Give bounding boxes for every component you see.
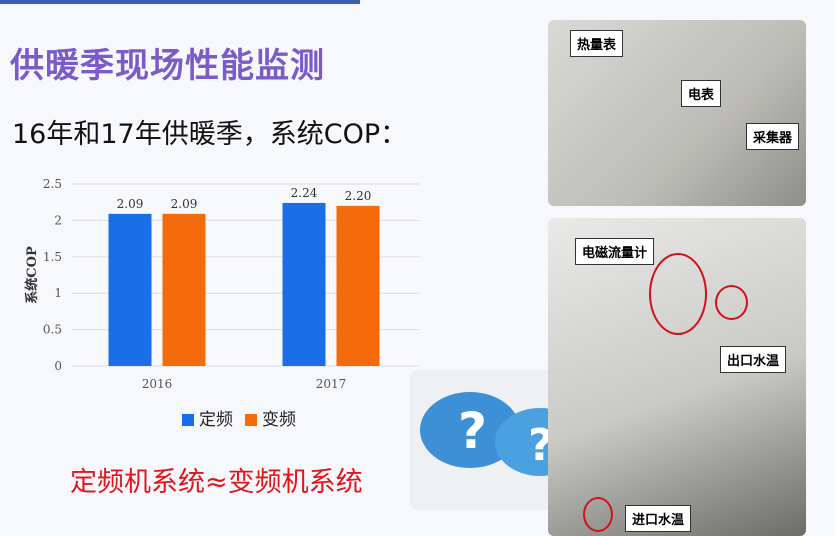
label-outlet-temp: 出口水温	[720, 346, 787, 373]
photo-pipes: 电磁流量计 出口水温 进口水温	[548, 218, 806, 536]
y-tick-label: 1.5	[43, 250, 62, 264]
label-inlet-temp: 进口水温	[625, 505, 692, 532]
outlet-circle	[715, 285, 748, 320]
x-tick-label: 2017	[316, 377, 347, 391]
y-tick-label: 0	[54, 359, 62, 373]
y-tick-label: 1	[54, 286, 62, 300]
x-tick-label: 2016	[142, 377, 173, 391]
top-accent-line	[0, 0, 360, 4]
data-label: 2.20	[345, 189, 372, 203]
photo-meters: 热量表 电表 采集器	[548, 20, 806, 206]
inlet-circle	[583, 497, 613, 532]
label-electric-meter: 电表	[681, 80, 722, 107]
flowmeter-circle	[649, 253, 707, 335]
conclusion-text: 定频机系统≈变频机系统	[70, 467, 363, 498]
chart-legend: 定频 变频	[182, 405, 296, 430]
label-flowmeter: 电磁流量计	[575, 238, 655, 265]
y-tick-label: 0.5	[43, 323, 62, 337]
legend-item-variable: 变频	[245, 405, 296, 430]
svg-text:?: ?	[458, 402, 487, 460]
y-tick-label: 2	[54, 213, 62, 227]
slide-subtitle: 16年和17年供暖季，系统COP：	[12, 119, 408, 150]
y-tick-label: 2.5	[43, 177, 62, 191]
legend-item-fixed: 定频	[182, 405, 233, 430]
bar-2017-0	[282, 202, 326, 366]
label-collector: 采集器	[746, 123, 800, 150]
data-label: 2.09	[117, 197, 144, 211]
data-label: 2.09	[171, 197, 198, 211]
slide-title: 供暖季现场性能监测	[10, 46, 325, 86]
bar-2017-1	[336, 205, 380, 366]
label-heat-meter: 热量表	[570, 30, 624, 57]
y-axis-label: 系统COP	[24, 246, 40, 304]
cop-bar-chart: 0 0.5 1 1.5 2 2.5 2016 2.09 2.09 2017 2.24 2.20 系统C…	[24, 177, 420, 391]
bar-2016-1	[162, 213, 206, 366]
data-label: 2.24	[291, 186, 318, 200]
bar-2016-0	[108, 213, 152, 366]
